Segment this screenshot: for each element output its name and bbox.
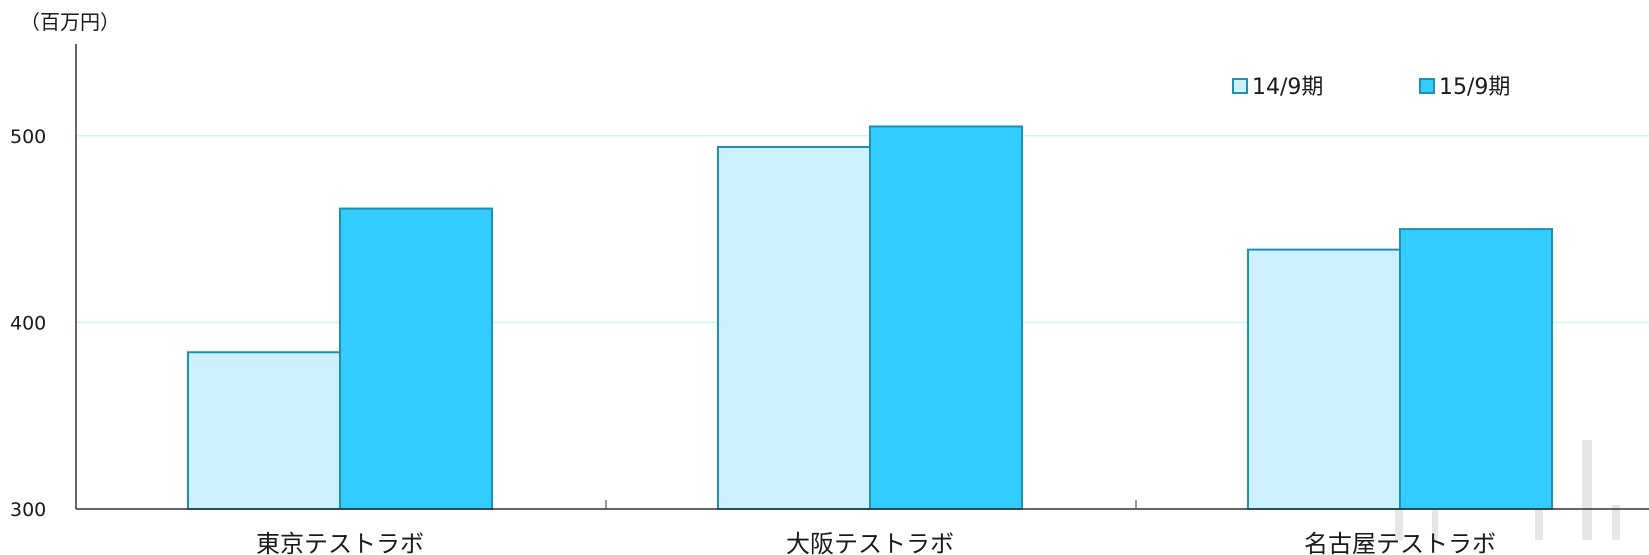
category-label-2: 大阪テストラボ: [786, 530, 954, 555]
bar-1-series-2: [339, 207, 493, 510]
bar-1-series-1: [187, 351, 341, 511]
bar-3-series-1: [1247, 248, 1401, 510]
y-tick-label-400: 400: [10, 312, 46, 334]
y-tick-label-500: 500: [10, 126, 46, 148]
y-tick-label-300: 300: [10, 499, 46, 521]
bar-2-series-2: [869, 125, 1023, 510]
bar-2-series-1: [717, 145, 871, 510]
legend-label-2: 15/9期: [1439, 75, 1510, 100]
y-axis-ticks: 300 400 500: [10, 126, 46, 521]
legend-item-2: 15/9期: [1419, 75, 1510, 100]
y-axis-unit-label: （百万円）: [20, 10, 120, 34]
category-label-3: 名古屋テストラボ: [1304, 530, 1496, 555]
x-axis-ticks: [605, 500, 1137, 509]
legend-swatch-2: [1419, 78, 1435, 94]
category-label-1: 東京テストラボ: [256, 530, 424, 555]
bars: [187, 125, 1553, 511]
category-labels: 東京テストラボ 大阪テストラボ 名古屋テストラボ: [256, 530, 1496, 555]
legend-label-1: 14/9期: [1252, 75, 1323, 100]
legend-swatch-1: [1232, 78, 1248, 94]
legend: 14/9期 15/9期: [1232, 75, 1510, 100]
legend-item-1: 14/9期: [1232, 75, 1323, 100]
bar-3-series-2: [1399, 228, 1553, 510]
